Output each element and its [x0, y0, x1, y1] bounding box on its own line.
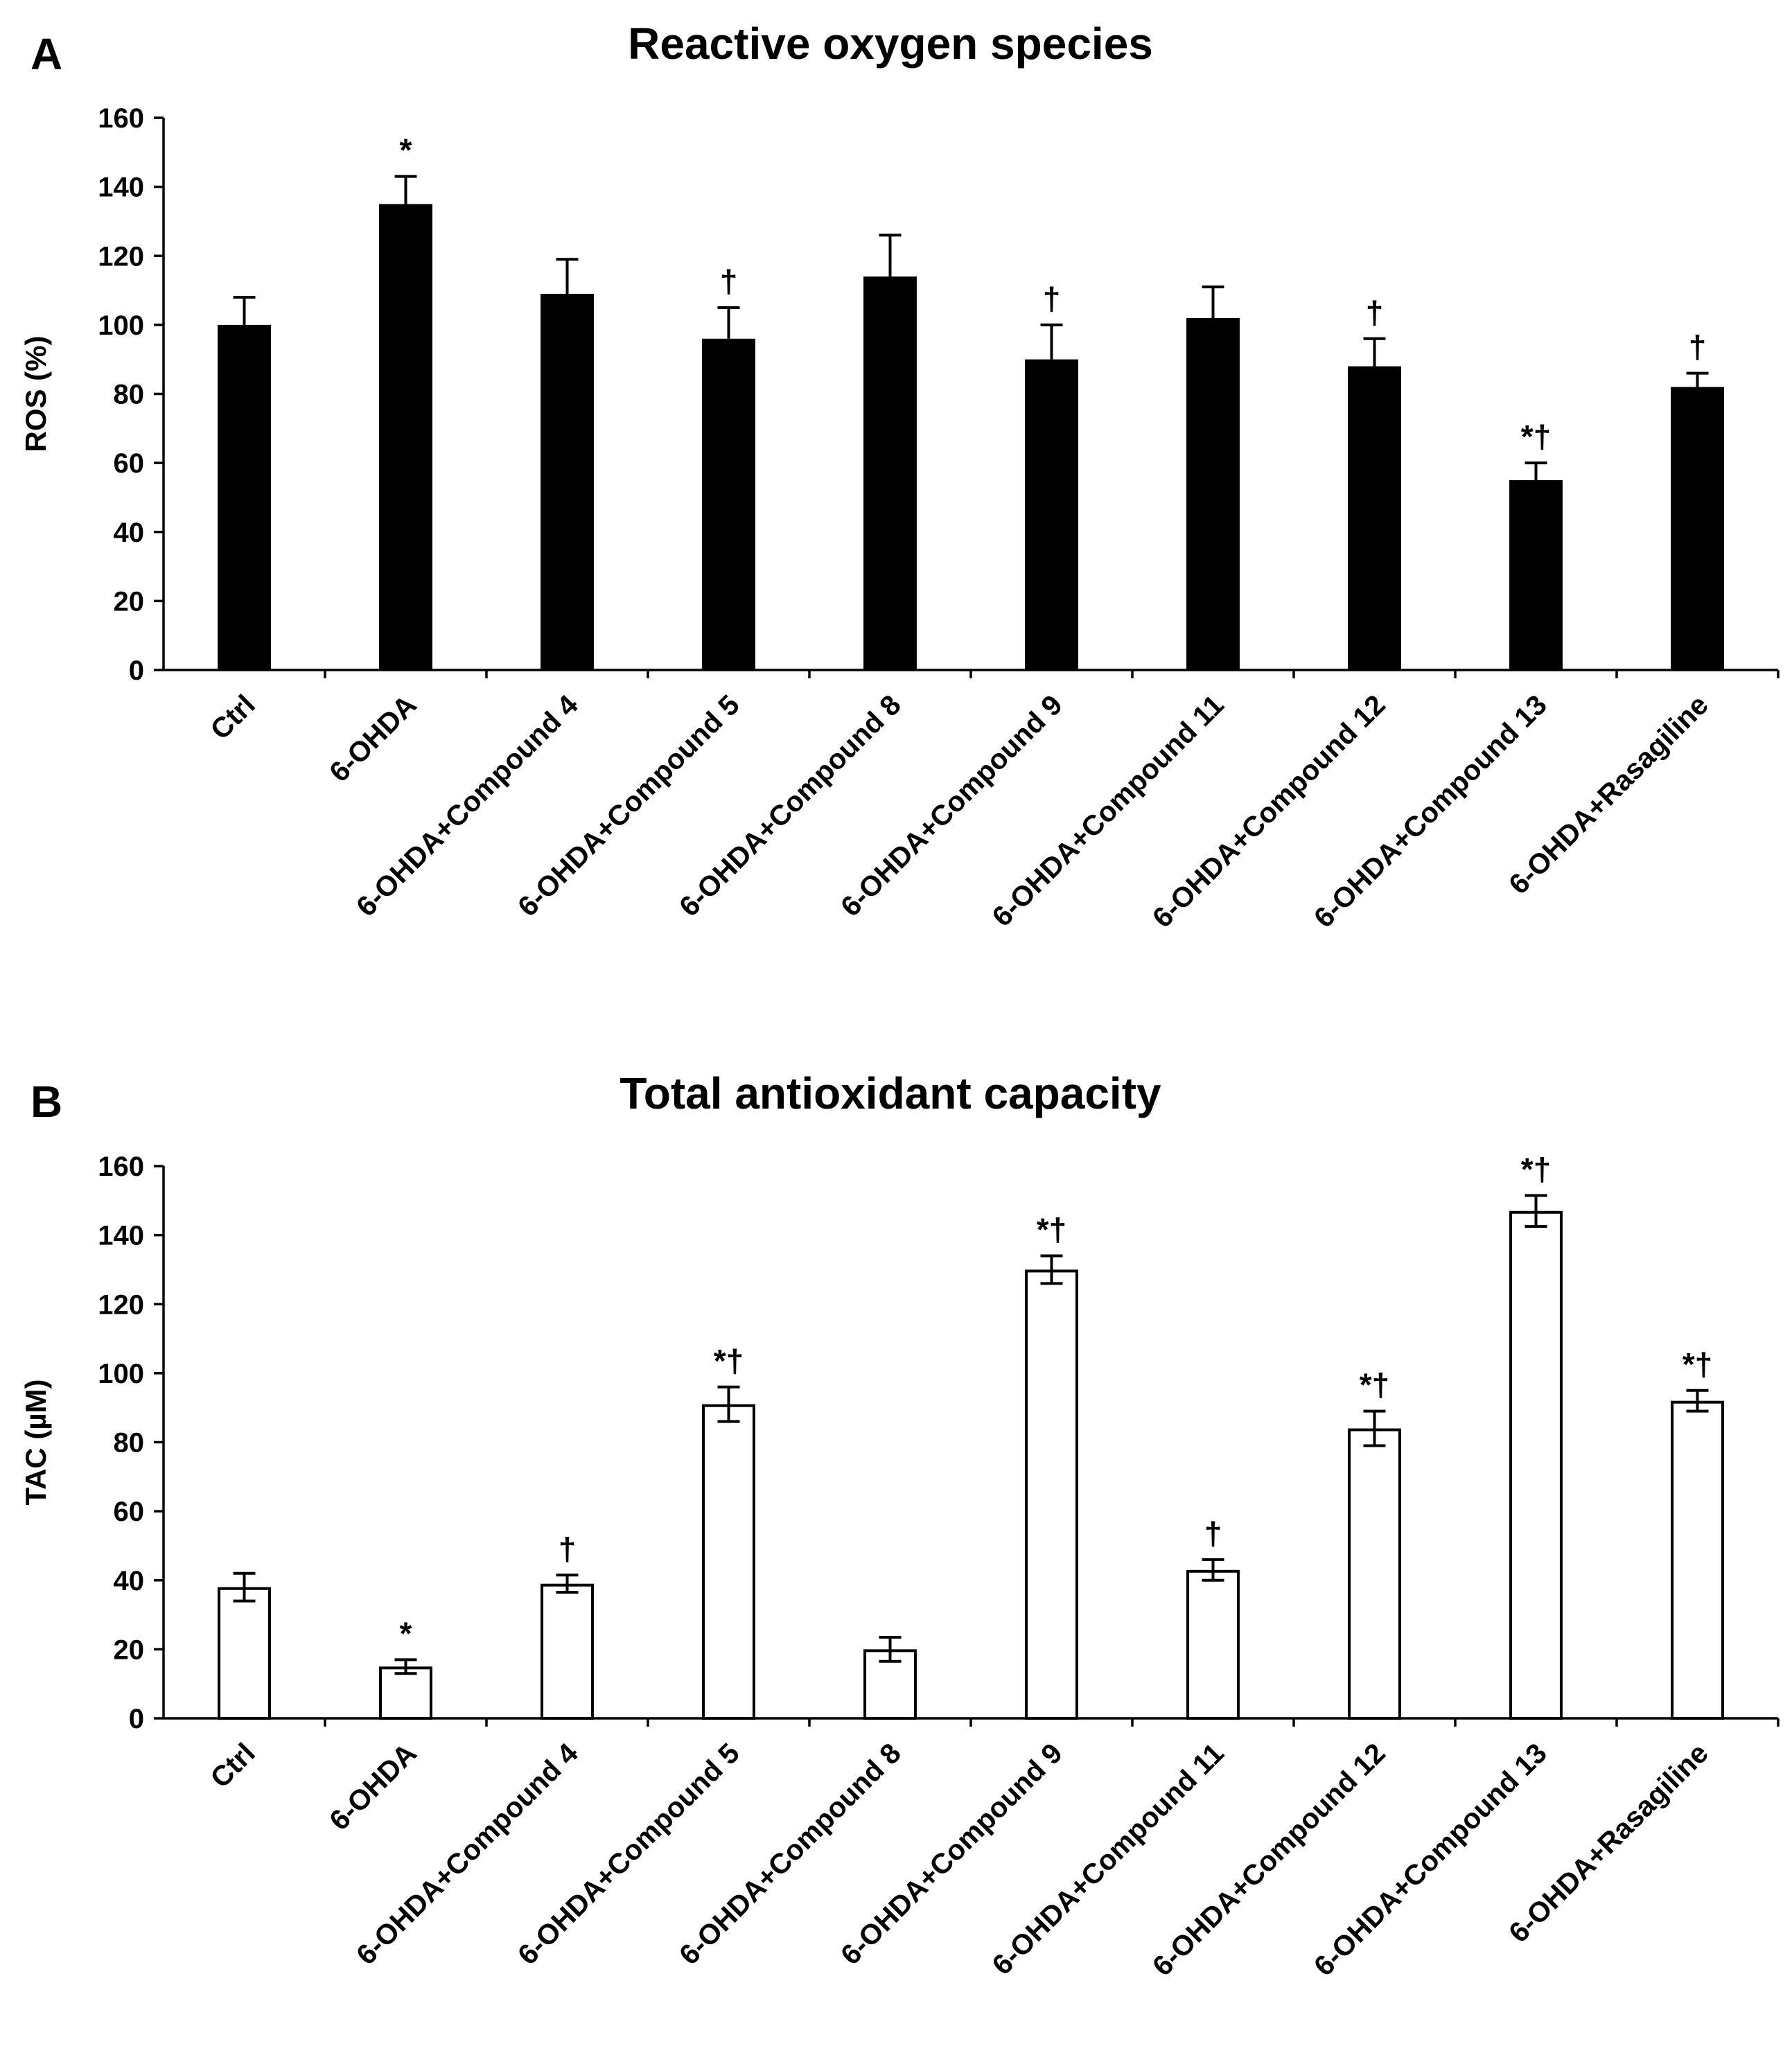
significance-marker: *† [1360, 1367, 1389, 1403]
significance-marker: † [1366, 294, 1384, 331]
panel-letter: A [30, 29, 62, 79]
y-tick-label: 80 [114, 380, 145, 410]
y-tick-label: 120 [98, 241, 144, 272]
bar [1509, 1210, 1563, 1720]
bar [1025, 359, 1078, 670]
significance-marker: *† [1683, 1346, 1712, 1382]
y-tick-label: 160 [98, 103, 144, 134]
significance-marker: † [1689, 329, 1707, 365]
chart-title: Reactive oxygen species [628, 19, 1153, 69]
y-tick-label: 20 [114, 586, 145, 617]
y-tick-label: 120 [98, 1289, 144, 1320]
significance-marker: *† [1521, 1151, 1551, 1187]
y-tick-label: 0 [129, 1704, 144, 1734]
significance-marker: *† [714, 1343, 744, 1379]
bar [1186, 1569, 1240, 1720]
y-tick-label: 60 [114, 1497, 145, 1527]
y-tick-label: 100 [98, 310, 144, 341]
y-tick-label: 20 [114, 1634, 145, 1665]
chart-title: Total antioxidant capacity [620, 1068, 1161, 1118]
significance-marker: *† [1521, 418, 1551, 455]
bar [863, 276, 917, 670]
y-tick-label: 40 [114, 518, 145, 548]
y-axis-label: TAC (µM) [19, 1379, 52, 1505]
y-tick-label: 140 [98, 1221, 144, 1251]
y-tick-label: 60 [114, 448, 145, 479]
bar [1348, 1428, 1401, 1720]
bar [1186, 317, 1240, 670]
bar [702, 1404, 755, 1720]
significance-marker: *† [1037, 1212, 1066, 1248]
bar [541, 294, 594, 670]
bar [218, 324, 271, 670]
significance-marker: † [720, 263, 738, 299]
y-tick-label: 80 [114, 1428, 145, 1458]
y-tick-label: 160 [98, 1152, 144, 1182]
significance-marker: † [559, 1531, 577, 1567]
y-tick-label: 40 [114, 1566, 145, 1596]
significance-marker: † [1043, 281, 1061, 317]
y-tick-label: 100 [98, 1359, 144, 1389]
bar [1671, 387, 1724, 670]
bar [541, 1583, 594, 1720]
y-axis-label: ROS (%) [19, 336, 52, 452]
bar [218, 1587, 271, 1720]
bar [702, 338, 755, 670]
y-tick-label: 0 [129, 655, 144, 686]
significance-marker: * [400, 132, 412, 168]
y-tick-label: 140 [98, 173, 144, 203]
bar [1509, 480, 1563, 670]
bar [1348, 366, 1401, 670]
significance-marker: * [400, 1615, 412, 1651]
bar [1671, 1400, 1724, 1720]
bar [379, 204, 432, 670]
panel-letter: B [30, 1077, 62, 1127]
significance-marker: † [1204, 1515, 1222, 1551]
bar [1025, 1269, 1078, 1720]
bar [379, 1666, 432, 1720]
